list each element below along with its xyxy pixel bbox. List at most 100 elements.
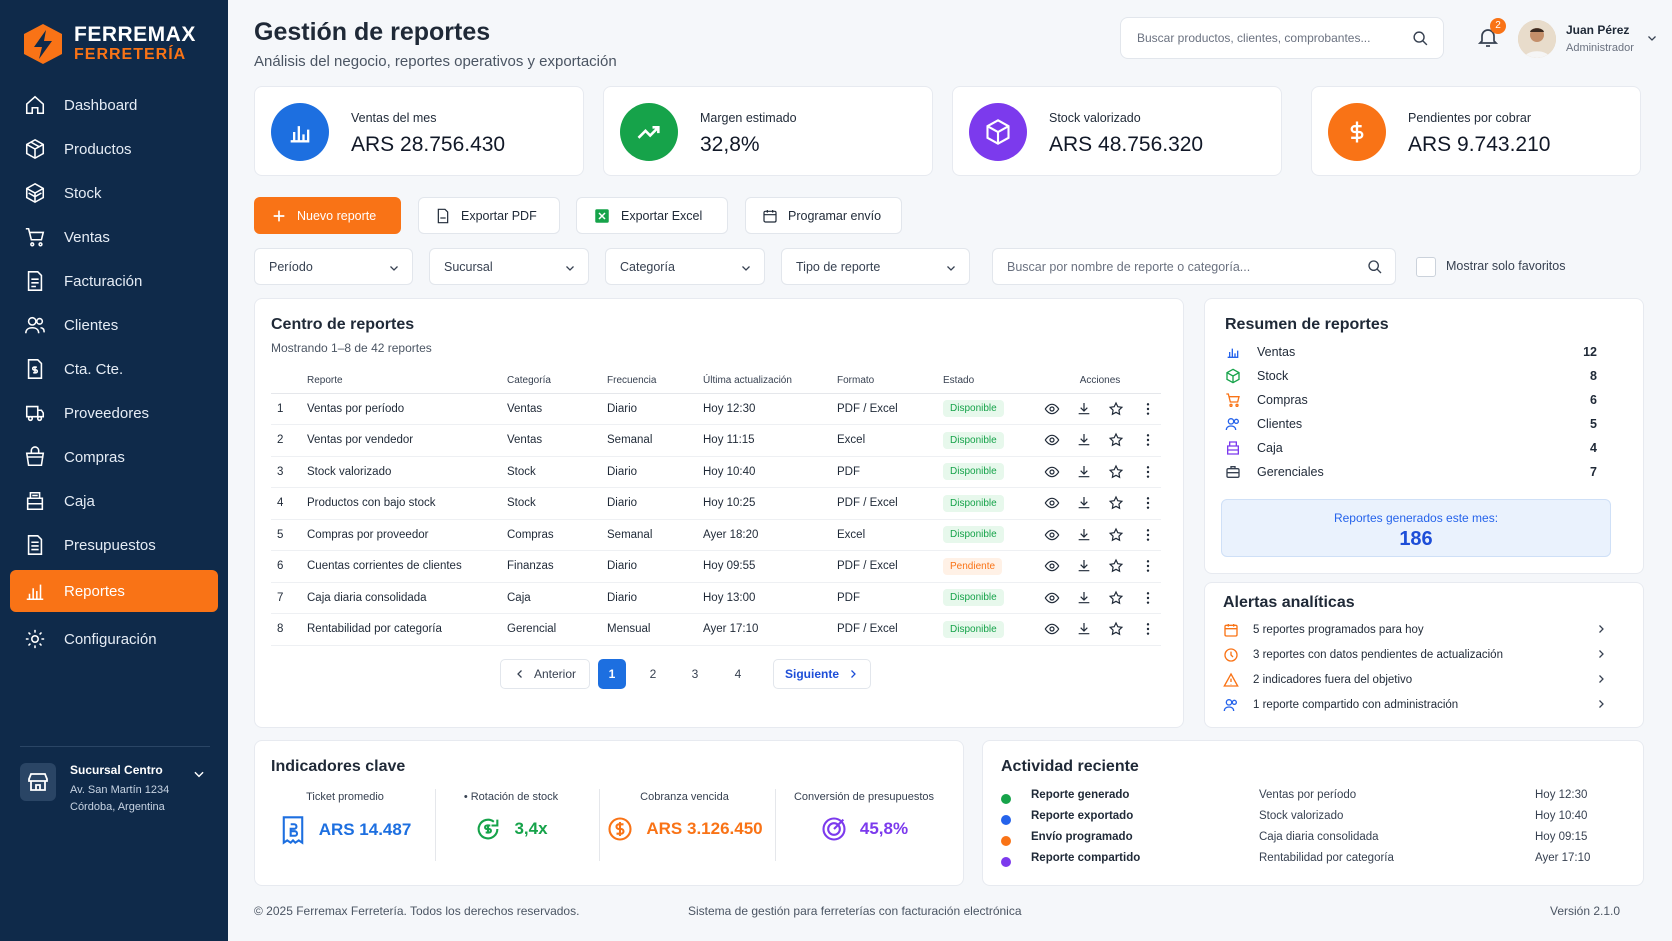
table-row[interactable]: 4 Productos con bajo stock Stock Diario Hoy …	[271, 487, 1161, 520]
report-name[interactable]: Rentabilidad por categoría	[307, 613, 507, 646]
download-icon[interactable]	[1076, 527, 1092, 543]
recent-activity-card: Actividad reciente Reporte generado Venta…	[982, 740, 1644, 886]
download-icon[interactable]	[1076, 590, 1092, 606]
star-icon[interactable]	[1108, 590, 1124, 606]
report-name[interactable]: Cuentas corrientes de clientes	[307, 550, 507, 583]
pagination-prev-button[interactable]: Anterior	[500, 659, 590, 689]
download-icon[interactable]	[1076, 432, 1092, 448]
alert-item[interactable]: 5 reportes programados para hoy	[1223, 617, 1607, 642]
summary-row[interactable]: Clientes 5	[1225, 411, 1597, 436]
activity-item: Reporte generado Ventas por período Hoy 12…	[1001, 789, 1601, 811]
favorites-checkbox[interactable]	[1416, 257, 1436, 277]
report-name[interactable]: Stock valorizado	[307, 456, 507, 488]
table-row[interactable]: 3 Stock valorizado Stock Diario Hoy 10:40 PDF…	[271, 456, 1161, 488]
sidebar-item-configuracion[interactable]: Configuración	[10, 620, 218, 658]
star-icon[interactable]	[1108, 527, 1124, 543]
brand-logo[interactable]: FERREMAX FERRETERÍA	[22, 22, 196, 66]
pagination-page-2[interactable]: 2	[649, 667, 657, 681]
report-name[interactable]: Caja diaria consolidada	[307, 582, 507, 614]
report-name[interactable]: Ventas por período	[307, 393, 507, 425]
avatar[interactable]	[1518, 20, 1556, 58]
sidebar-item-compras[interactable]: Compras	[10, 438, 218, 476]
download-icon[interactable]	[1076, 464, 1092, 480]
sidebar-item-clientes[interactable]: Clientes	[10, 306, 218, 344]
sidebar-item-productos[interactable]: Productos	[10, 130, 218, 168]
sidebar-item-dashboard[interactable]: Dashboard	[10, 86, 218, 124]
new-report-button[interactable]: Nuevo reporte	[254, 197, 401, 234]
table-row[interactable]: 1 Ventas por período Ventas Diario Hoy 12:30…	[271, 393, 1161, 425]
pagination-page-3[interactable]: 3	[691, 667, 699, 681]
table-row[interactable]: 6 Cuentas corrientes de clientes Finanzas D…	[271, 550, 1161, 583]
alert-item[interactable]: 2 indicadores fuera del objetivo	[1223, 667, 1607, 692]
table-row[interactable]: 8 Rentabilidad por categoría Gerencial Mens…	[271, 613, 1161, 646]
report-category: Ventas	[507, 424, 607, 457]
more-vertical-icon[interactable]	[1140, 527, 1156, 543]
eye-icon[interactable]	[1044, 590, 1060, 606]
summary-row[interactable]: Gerenciales 7	[1225, 459, 1597, 484]
table-row[interactable]: 7 Caja diaria consolidada Caja Diario Hoy 13…	[271, 582, 1161, 614]
more-vertical-icon[interactable]	[1140, 621, 1156, 637]
download-icon[interactable]	[1076, 495, 1092, 511]
summary-row[interactable]: Ventas 12	[1225, 339, 1597, 364]
chevron-down-icon[interactable]	[1646, 32, 1658, 44]
more-vertical-icon[interactable]	[1140, 558, 1156, 574]
sidebar-item-presupuestos[interactable]: Presupuestos	[10, 526, 218, 564]
export-pdf-label: Exportar PDF	[461, 208, 537, 223]
pagination-next-label: Siguiente	[784, 667, 839, 681]
sidebar-item-stock[interactable]: Stock	[10, 174, 218, 212]
summary-row[interactable]: Caja 4	[1225, 435, 1597, 460]
eye-icon[interactable]	[1044, 432, 1060, 448]
global-search-input[interactable]: Buscar productos, clientes, comprobantes…	[1120, 17, 1444, 59]
branch-select[interactable]: Sucursal	[429, 248, 589, 285]
more-vertical-icon[interactable]	[1140, 590, 1156, 606]
eye-icon[interactable]	[1044, 621, 1060, 637]
sidebar-item-reportes[interactable]: Reportes	[10, 570, 218, 612]
sidebar-item-cta-cte[interactable]: Cta. Cte.	[10, 350, 218, 388]
report-name[interactable]: Ventas por vendedor	[307, 424, 507, 457]
star-icon[interactable]	[1108, 621, 1124, 637]
star-icon[interactable]	[1108, 495, 1124, 511]
report-name[interactable]: Compras por proveedor	[307, 519, 507, 551]
sidebar-item-ventas[interactable]: Ventas	[10, 218, 218, 256]
pagination-next-button[interactable]: Siguiente	[773, 659, 871, 689]
download-icon[interactable]	[1076, 621, 1092, 637]
export-excel-button[interactable]: Exportar Excel	[576, 197, 728, 234]
pagination-page-1[interactable]: 1	[598, 659, 626, 689]
sidebar-item-facturacion[interactable]: Facturación	[10, 262, 218, 300]
report-search-input[interactable]: Buscar por nombre de reporte o categoría…	[992, 248, 1396, 285]
period-select[interactable]: Período	[254, 248, 413, 285]
report-name[interactable]: Productos con bajo stock	[307, 487, 507, 520]
branch-selector[interactable]: Sucursal Centro Av. San Martín 1234 Córdo…	[20, 746, 210, 816]
table-row[interactable]: 2 Ventas por vendedor Ventas Semanal Hoy 11:…	[271, 424, 1161, 457]
download-icon[interactable]	[1076, 558, 1092, 574]
alert-item[interactable]: 1 reporte compartido con administración	[1223, 692, 1607, 717]
pagination-page-4[interactable]: 4	[734, 667, 742, 681]
alert-item[interactable]: 3 reportes con datos pendientes de actua…	[1223, 642, 1607, 667]
sidebar-item-caja[interactable]: Caja	[10, 482, 218, 520]
summary-count: 4	[1590, 440, 1597, 455]
more-vertical-icon[interactable]	[1140, 464, 1156, 480]
chevron-down-icon[interactable]	[192, 767, 206, 781]
star-icon[interactable]	[1108, 558, 1124, 574]
table-row[interactable]: 5 Compras por proveedor Compras Semanal Ayer…	[271, 519, 1161, 551]
summary-row[interactable]: Stock 8	[1225, 363, 1597, 388]
export-pdf-button[interactable]: Exportar PDF	[418, 197, 560, 234]
star-icon[interactable]	[1108, 432, 1124, 448]
more-vertical-icon[interactable]	[1140, 401, 1156, 417]
download-icon[interactable]	[1076, 401, 1092, 417]
summary-row[interactable]: Compras 6	[1225, 387, 1597, 412]
more-vertical-icon[interactable]	[1140, 495, 1156, 511]
more-vertical-icon[interactable]	[1140, 432, 1156, 448]
eye-icon[interactable]	[1044, 558, 1060, 574]
eye-icon[interactable]	[1044, 401, 1060, 417]
schedule-send-button[interactable]: Programar envío	[745, 197, 902, 234]
eye-icon[interactable]	[1044, 495, 1060, 511]
star-icon[interactable]	[1108, 401, 1124, 417]
calendar-icon	[763, 209, 777, 223]
sidebar-item-proveedores[interactable]: Proveedores	[10, 394, 218, 432]
star-icon[interactable]	[1108, 464, 1124, 480]
category-select[interactable]: Categoría	[605, 248, 765, 285]
report-type-select[interactable]: Tipo de reporte	[781, 248, 970, 285]
eye-icon[interactable]	[1044, 527, 1060, 543]
eye-icon[interactable]	[1044, 464, 1060, 480]
